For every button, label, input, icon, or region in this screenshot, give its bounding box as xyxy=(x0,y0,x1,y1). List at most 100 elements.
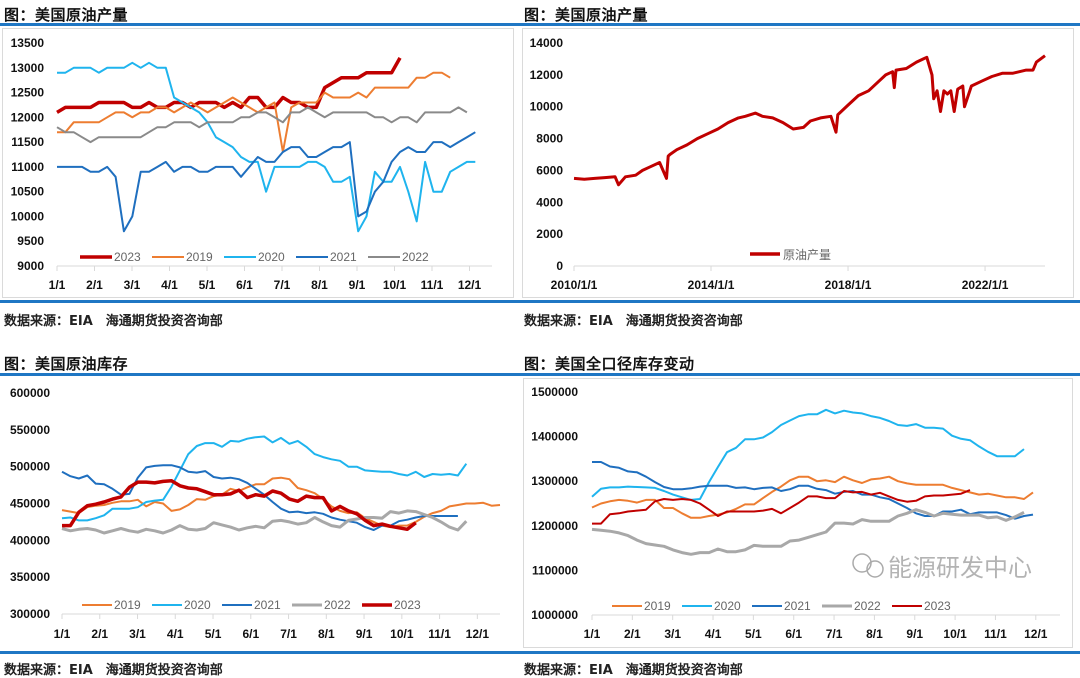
y-tick-label: 6000 xyxy=(536,163,563,177)
legend-label: 2022 xyxy=(402,250,429,264)
legend-label: 2022 xyxy=(324,598,351,612)
y-tick-label: 10000 xyxy=(530,100,564,114)
x-tick-label: 2/1 xyxy=(91,627,108,641)
x-tick-label: 8/1 xyxy=(318,627,335,641)
y-tick-label: 8000 xyxy=(536,132,563,146)
y-tick-label: 14000 xyxy=(530,36,564,50)
legend-label: 2019 xyxy=(186,250,213,264)
y-tick-label: 10000 xyxy=(11,209,45,223)
y-tick-label: 600000 xyxy=(10,386,50,400)
x-tick-label: 10/1 xyxy=(383,278,407,292)
legend-label: 2019 xyxy=(644,599,671,613)
source-rule xyxy=(0,651,520,654)
x-tick-label: 5/1 xyxy=(199,278,216,292)
y-tick-label: 12000 xyxy=(530,68,564,82)
x-tick-label: 9/1 xyxy=(906,627,923,641)
source-rule xyxy=(520,300,1080,303)
chart-panel-production-history xyxy=(522,28,1074,298)
legend-label: 原油产量 xyxy=(783,248,831,262)
y-tick-label: 10500 xyxy=(11,185,45,199)
x-tick-label: 4/1 xyxy=(161,278,178,292)
title-rule xyxy=(520,23,1080,26)
x-tick-label: 12/1 xyxy=(458,278,482,292)
y-tick-label: 0 xyxy=(556,259,563,273)
x-tick-label: 5/1 xyxy=(745,627,762,641)
y-tick-label: 9000 xyxy=(17,259,44,273)
x-tick-label: 6/1 xyxy=(785,627,802,641)
x-tick-label: 1/1 xyxy=(584,627,601,641)
legend-label: 2021 xyxy=(784,599,811,613)
legend-label: 2022 xyxy=(854,599,881,613)
title-rule xyxy=(520,373,1080,376)
series-line-2022 xyxy=(56,106,468,144)
x-tick-label: 12/1 xyxy=(1024,627,1048,641)
source-rule xyxy=(0,300,520,303)
title-rule xyxy=(0,373,520,376)
chart-2: 300000 350000 400000 450000 500000 550000 6000… xyxy=(10,386,501,641)
x-tick-label: 2018/1/1 xyxy=(825,278,872,292)
y-tick-label: 1300000 xyxy=(531,474,578,488)
y-tick-label: 13000 xyxy=(11,61,45,75)
x-tick-label: 10/1 xyxy=(390,627,414,641)
y-tick-label: 4000 xyxy=(536,195,563,209)
y-tick-label: 11500 xyxy=(11,135,44,149)
data-source-note: 数据来源：EIA 海通期货投资咨询部 xyxy=(524,314,743,329)
series-line-2020 xyxy=(591,408,1025,501)
x-tick-label: 7/1 xyxy=(280,627,297,641)
chart-3: 1000000 1100000 1200000 1300000 1400000 15000… xyxy=(531,385,1060,641)
x-tick-label: 4/1 xyxy=(705,627,722,641)
series-line-2023 xyxy=(62,478,417,532)
chart-0: 9000 9500 10000 10500 11000 11500 12000 12500 13… xyxy=(11,36,492,292)
legend-label: 2023 xyxy=(924,599,951,613)
x-tick-label: 3/1 xyxy=(664,627,681,641)
x-tick-label: 1/1 xyxy=(54,627,71,641)
wechat-icon xyxy=(852,553,872,573)
series-line-2023 xyxy=(56,57,402,114)
series-line-2023 xyxy=(592,489,971,525)
legend-label: 2021 xyxy=(254,598,281,612)
x-tick-label: 12/1 xyxy=(466,627,490,641)
x-tick-label: 11/1 xyxy=(421,278,444,292)
x-tick-label: 11/1 xyxy=(428,627,451,641)
series-line-2021 xyxy=(57,131,476,233)
x-tick-label: 3/1 xyxy=(129,627,146,641)
y-tick-label: 2000 xyxy=(536,227,563,241)
series-line-2019 xyxy=(57,71,451,153)
y-tick-label: 1100000 xyxy=(532,563,578,577)
y-tick-label: 350000 xyxy=(10,570,50,584)
x-tick-label: 2010/1/1 xyxy=(551,278,598,292)
x-tick-label: 11/1 xyxy=(984,627,1007,641)
x-tick-label: 8/1 xyxy=(866,627,883,641)
y-tick-label: 11000 xyxy=(11,160,44,174)
x-tick-label: 9/1 xyxy=(349,278,366,292)
figure-title-production-weekly: 图：美国原油产量 xyxy=(4,6,129,24)
legend-label: 2021 xyxy=(330,250,357,264)
x-tick-label: 6/1 xyxy=(242,627,259,641)
x-tick-label: 7/1 xyxy=(274,278,291,292)
y-tick-label: 12000 xyxy=(11,110,45,124)
legend-label: 2019 xyxy=(114,598,141,612)
data-source-note: 数据来源：EIA 海通期货投资咨询部 xyxy=(524,663,743,678)
series-line-2022 xyxy=(591,508,1025,556)
x-tick-label: 9/1 xyxy=(356,627,373,641)
y-tick-label: 1500000 xyxy=(531,385,578,399)
x-tick-label: 1/1 xyxy=(49,278,66,292)
figure-title-total-inventory: 图：美国全口径库存变动 xyxy=(524,355,695,373)
x-tick-label: 3/1 xyxy=(124,278,141,292)
y-tick-label: 500000 xyxy=(10,460,50,474)
legend-label: 2020 xyxy=(714,599,741,613)
x-tick-label: 2/1 xyxy=(86,278,103,292)
figure-title-crude-inventory: 图：美国原油库存 xyxy=(4,355,129,373)
wechat-icon xyxy=(866,560,884,578)
x-tick-label: 4/1 xyxy=(167,627,184,641)
x-tick-label: 10/1 xyxy=(943,627,967,641)
watermark-text: 能源研发中心 xyxy=(888,554,1032,582)
x-tick-label: 5/1 xyxy=(205,627,222,641)
series-line-2021 xyxy=(592,461,1034,520)
chart-1: 0 2000 4000 6000 8000 10000 12000 14000 2010/1/1… xyxy=(530,36,1046,292)
series-line-2020 xyxy=(57,61,476,233)
title-rule xyxy=(0,23,520,26)
x-tick-label: 2/1 xyxy=(624,627,641,641)
y-tick-label: 1200000 xyxy=(531,519,578,533)
